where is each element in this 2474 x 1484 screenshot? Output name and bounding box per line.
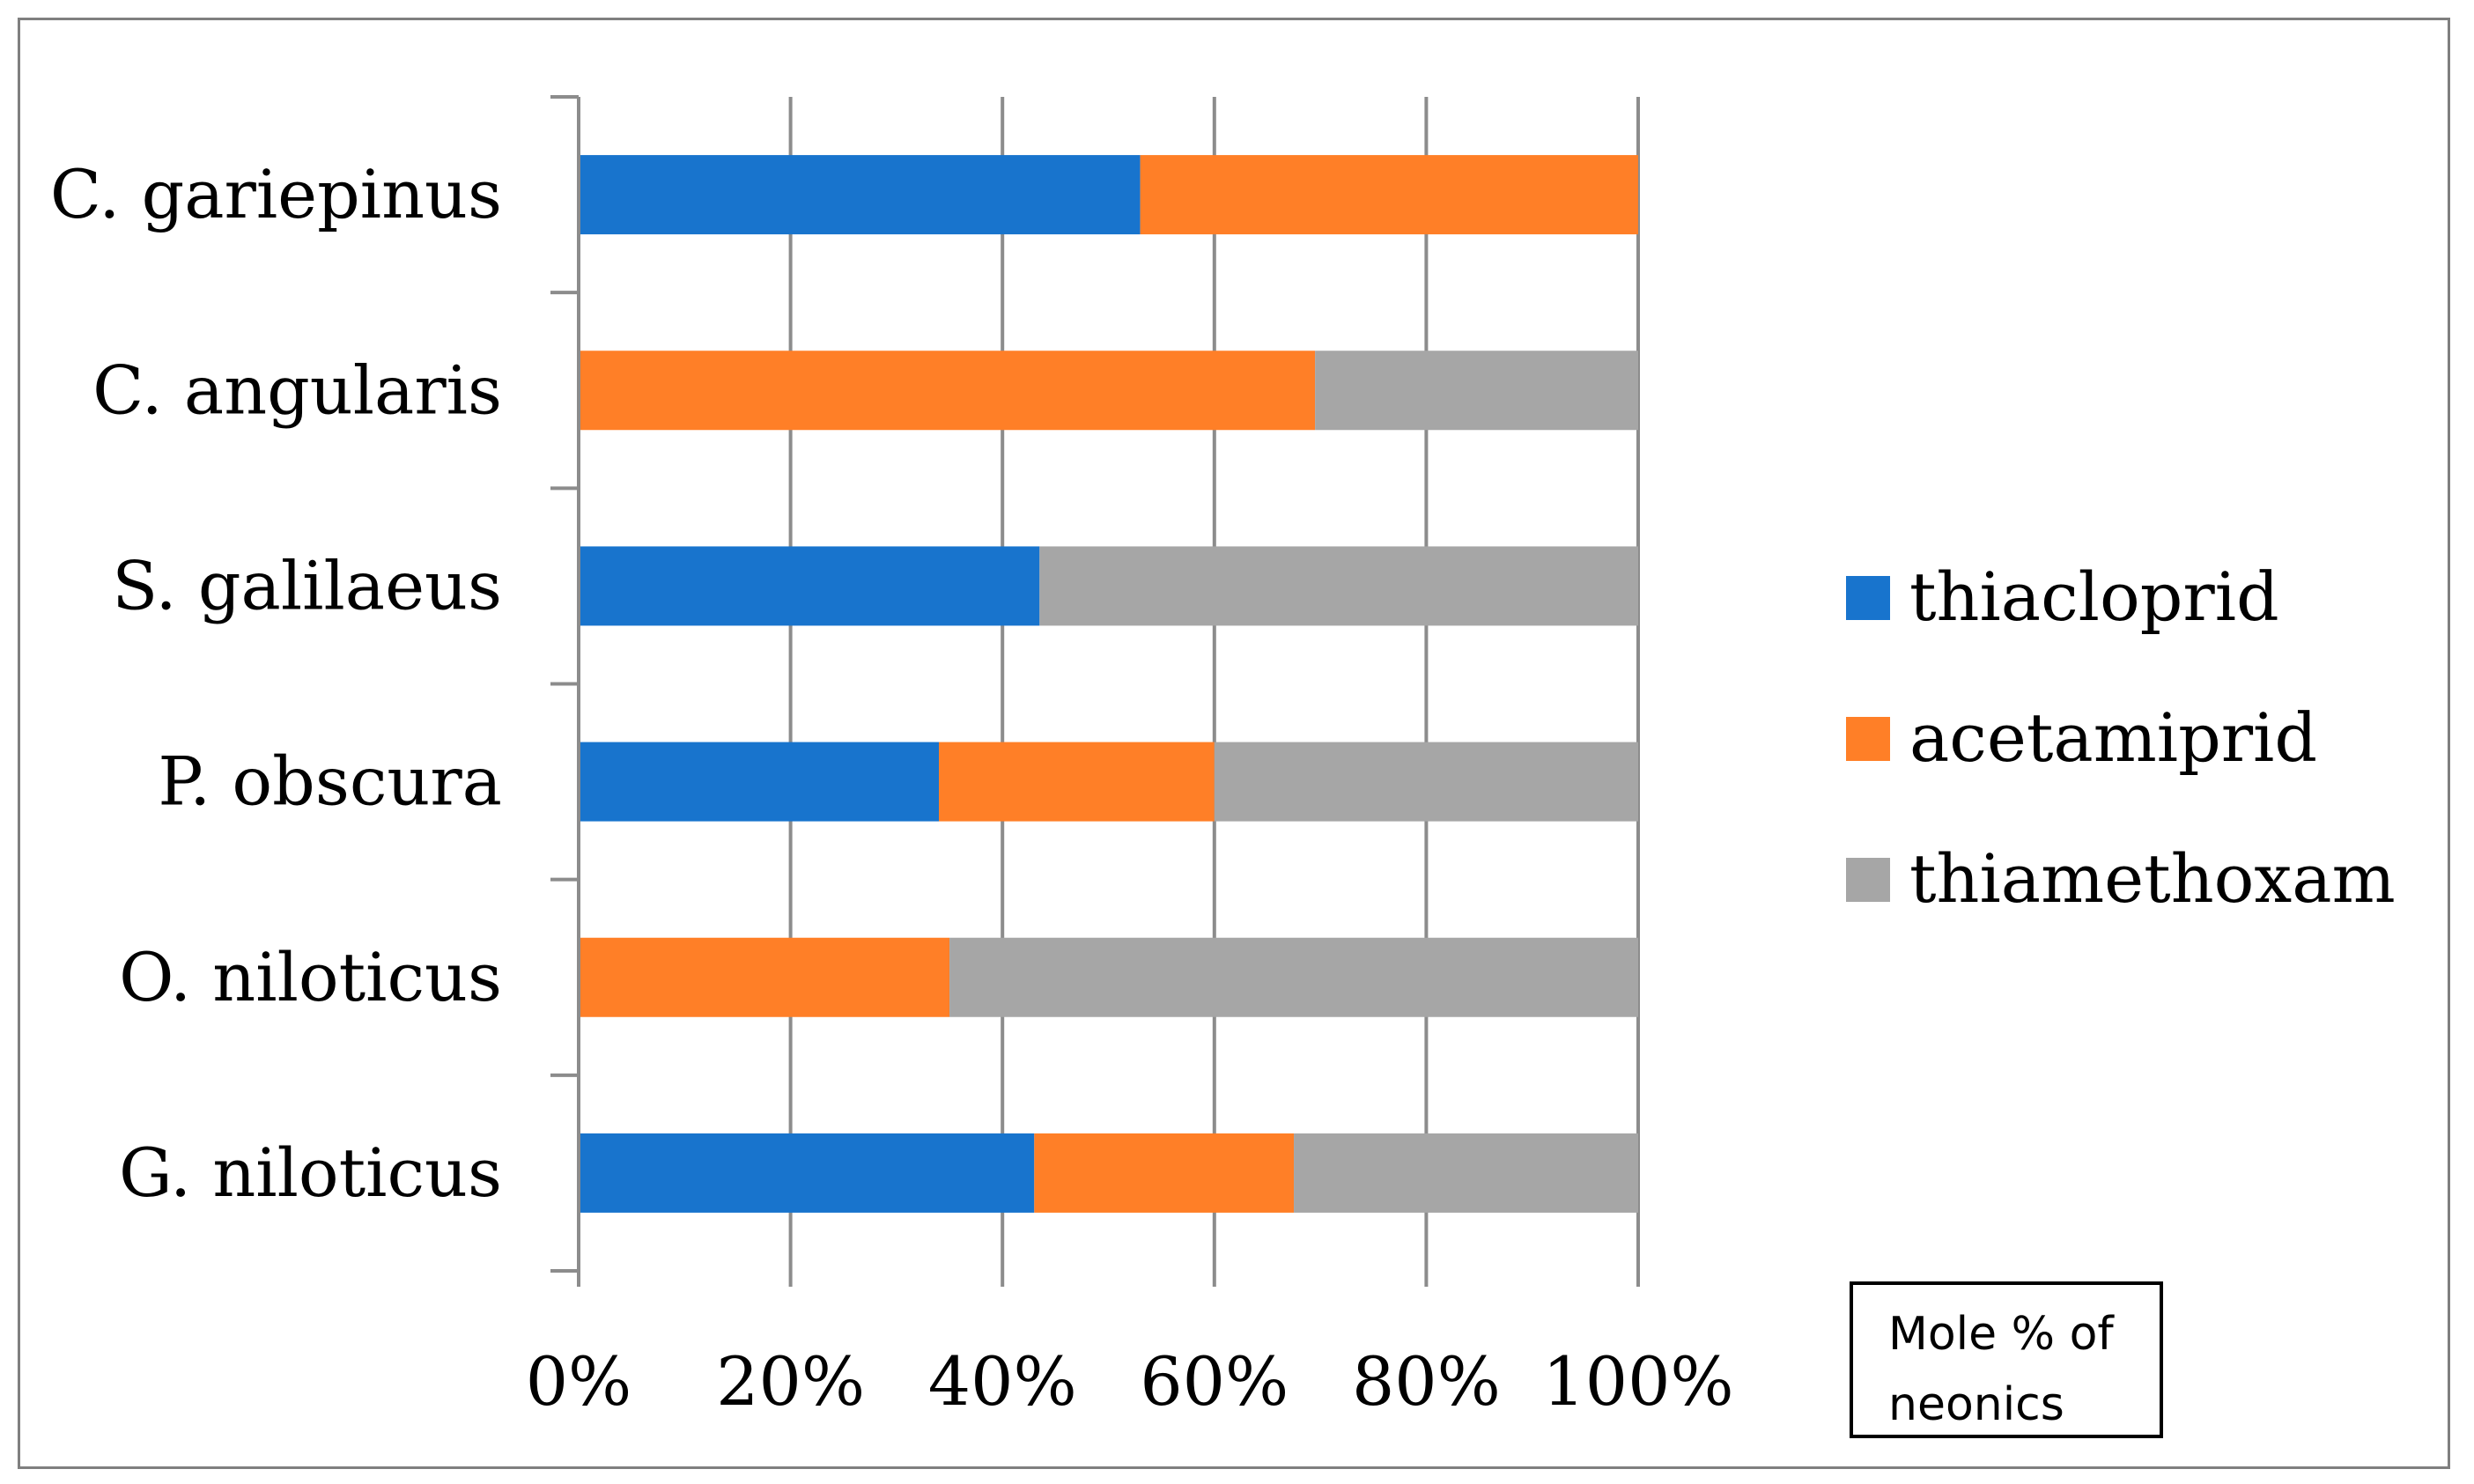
bar-thiamethoxam-2	[1039, 546, 1638, 626]
bar-acetamiprid-0	[1140, 155, 1638, 235]
labels: 0% 20% 40% 60% 80% 100% C. gariepinus C. angula…	[50, 155, 1734, 1421]
bar-thiacloprid-2	[579, 546, 1040, 626]
axes	[550, 95, 1640, 1287]
legend-swatch-thiamethoxam	[1846, 858, 1890, 902]
category-label-0: C. gariepinus	[50, 155, 502, 233]
bar-thiacloprid-3	[579, 742, 940, 822]
legend: thiacloprid acetamiprid thiamethoxam	[1846, 557, 2396, 918]
legend-label-thiamethoxam: thiamethoxam	[1909, 839, 2396, 918]
x-tick-label-0: 0%	[526, 1342, 632, 1421]
bar-acetamiprid-4	[579, 937, 950, 1017]
bar-thiacloprid-5	[579, 1133, 1035, 1213]
x-tick-label-5: 100%	[1542, 1342, 1733, 1421]
bar-acetamiprid-5	[1034, 1133, 1295, 1213]
x-tick-label-2: 40%	[928, 1342, 1077, 1421]
category-label-5: G. niloticus	[119, 1133, 502, 1212]
x-tick-label-3: 60%	[1140, 1342, 1289, 1421]
bar-acetamiprid-1	[579, 351, 1316, 431]
category-label-2: S. galilaeus	[112, 546, 502, 624]
category-label-3: P. obscura	[158, 742, 502, 821]
bars	[579, 155, 1638, 1213]
legend-label-thiacloprid: thiacloprid	[1909, 557, 2279, 636]
category-label-4: O. niloticus	[119, 938, 502, 1016]
legend-swatch-acetamiprid	[1846, 717, 1890, 761]
bar-thiamethoxam-3	[1214, 742, 1638, 822]
bar-thiamethoxam-5	[1294, 1133, 1638, 1213]
bar-thiacloprid-0	[579, 155, 1141, 235]
bar-thiamethoxam-4	[949, 937, 1638, 1017]
category-label-1: C. angularis	[92, 351, 502, 429]
x-tick-label-1: 20%	[716, 1342, 865, 1421]
annotation-box: Mole % of neonics	[1850, 1281, 2163, 1438]
bar-acetamiprid-3	[939, 742, 1215, 822]
bar-thiamethoxam-1	[1315, 351, 1638, 431]
x-tick-label-4: 80%	[1352, 1342, 1501, 1421]
legend-swatch-thiacloprid	[1846, 576, 1890, 620]
gridlines	[788, 97, 1640, 1271]
legend-label-acetamiprid: acetamiprid	[1909, 698, 2317, 777]
